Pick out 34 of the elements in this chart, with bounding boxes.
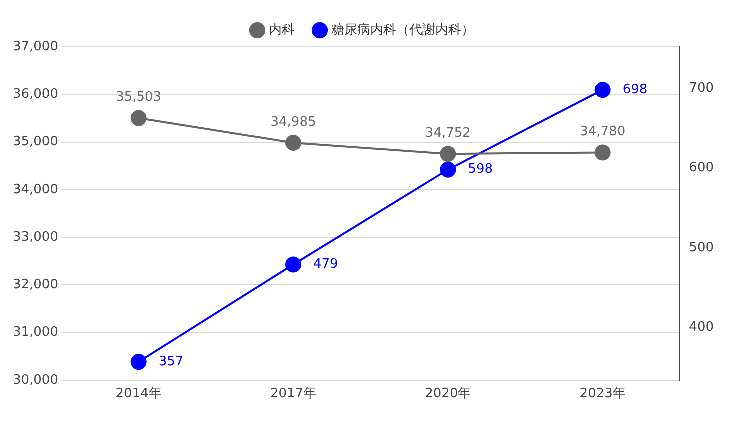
x-tick-label: 2020年 — [425, 386, 472, 402]
y2-tick-label: 500 — [689, 240, 714, 256]
point — [440, 162, 456, 178]
data-label: 34,780 — [580, 124, 626, 140]
y2-tick-label: 400 — [689, 320, 714, 336]
point — [440, 146, 456, 162]
y-tick-label: 30,000 — [12, 372, 58, 388]
data-label: 598 — [468, 162, 494, 178]
data-label: 357 — [158, 354, 184, 370]
point — [286, 256, 302, 273]
data-label: 34,752 — [425, 126, 471, 141]
point — [130, 110, 147, 126]
x-tick-label: 2017年 — [270, 386, 317, 402]
data-label: 698 — [622, 82, 648, 98]
legend-label: 糖尿病内科（代謝内科） — [332, 22, 474, 38]
x-tick-label: 2023年 — [580, 386, 626, 402]
point — [286, 134, 302, 151]
legend-label: 内科 — [269, 22, 295, 38]
y-tick-label: 33,000 — [12, 230, 58, 245]
y-tick-label: 31,000 — [12, 325, 58, 340]
x-tick-label: 2014年 — [116, 386, 162, 402]
point — [130, 354, 147, 370]
y-tick-label: 37,000 — [12, 39, 58, 54]
y-tick-label: 35,000 — [12, 134, 58, 150]
y2-tick-label: 700 — [689, 80, 714, 96]
data-label: 479 — [314, 257, 338, 272]
data-label: 34,985 — [270, 114, 316, 130]
data-label: 35,503 — [116, 90, 162, 106]
y-tick-label: 32,000 — [12, 278, 58, 293]
point — [594, 144, 611, 161]
point — [594, 82, 611, 98]
y-tick-label: 34,000 — [12, 182, 58, 198]
y2-tick-label: 600 — [689, 160, 714, 176]
y-tick-label: 36,000 — [12, 87, 58, 102]
